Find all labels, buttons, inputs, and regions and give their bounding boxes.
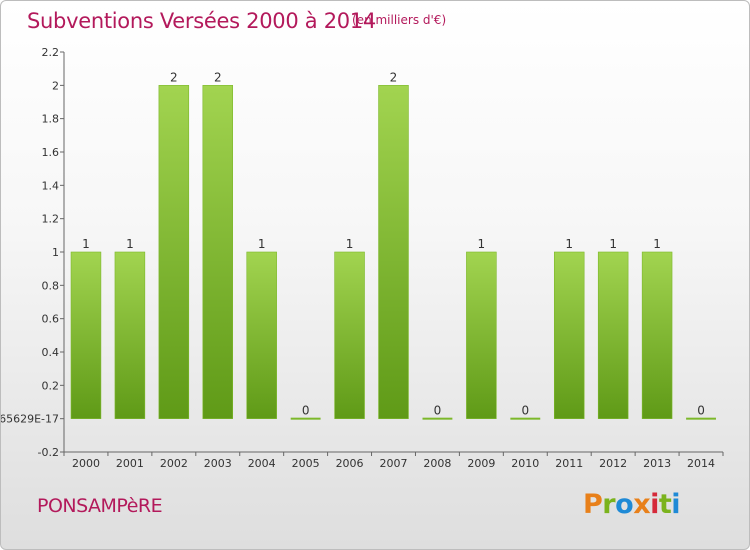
data-label: 2 — [214, 70, 222, 84]
data-labels: 1 1 2 2 1 0 1 2 0 1 0 1 1 1 0 — [82, 70, 705, 417]
bar-series — [70, 85, 716, 420]
y-tick-label: 2 — [52, 79, 59, 92]
bar — [114, 251, 146, 419]
commune-name: PONSAMPèRE — [37, 495, 163, 517]
bar — [466, 251, 497, 419]
x-tick-label: 2009 — [467, 457, 495, 470]
units-label: (en milliers d'€) — [352, 13, 447, 27]
data-label: 2 — [390, 70, 398, 84]
x-tick-label: 2001 — [116, 457, 144, 470]
y-tick-label: 0.8 — [42, 279, 60, 292]
x-tick-label: 2013 — [643, 457, 671, 470]
x-tick-label: 2010 — [511, 457, 539, 470]
x-tick-label: 2006 — [336, 457, 364, 470]
y-tick-label: 2.2 — [42, 46, 60, 59]
y-tick-label: 1.4 — [42, 179, 60, 192]
x-tick-label: 2012 — [599, 457, 627, 470]
bar — [553, 251, 585, 419]
x-tick-label: 2011 — [555, 457, 583, 470]
x-tick-label: 2005 — [292, 457, 320, 470]
y-tick-label: 1 — [52, 246, 59, 259]
logo-letter: r — [602, 489, 616, 520]
y-tick-label: -0.2 — [38, 446, 59, 459]
bar — [510, 417, 541, 420]
x-tick-label: 2003 — [204, 457, 232, 470]
bar — [70, 251, 102, 419]
bar — [334, 251, 365, 419]
logo-letter: o — [615, 489, 634, 520]
data-label: 1 — [82, 237, 90, 251]
chart-axes: -0.2 -1.5265629E-17 0.2 0.4 0.6 0.8 1 1.2 1.4 1.6… — [1, 46, 724, 470]
data-label: 1 — [346, 237, 354, 251]
bar — [290, 417, 321, 420]
y-tick-label: 0.6 — [42, 313, 60, 326]
data-label: 1 — [478, 237, 486, 251]
x-tick-label: 2002 — [160, 457, 188, 470]
y-tick-label: 0.2 — [42, 379, 60, 392]
bar — [641, 251, 673, 419]
x-tick-label: 2007 — [380, 457, 408, 470]
data-label: 0 — [434, 404, 442, 418]
data-label: 0 — [697, 404, 705, 418]
chart-title: Subventions Versées 2000 à 2014 — [27, 9, 376, 33]
y-tick-label: 1.2 — [42, 213, 60, 226]
y-tick-label: 0.4 — [42, 346, 60, 359]
logo-letter: P — [583, 489, 603, 520]
logo-letter: i — [650, 489, 659, 520]
bar — [158, 85, 190, 419]
x-tick-label: 2014 — [687, 457, 715, 470]
x-tick-label: 2008 — [423, 457, 451, 470]
data-label: 1 — [565, 237, 573, 251]
bar — [597, 251, 629, 419]
x-tick-label: 2004 — [248, 457, 276, 470]
bar — [378, 85, 409, 419]
bar — [686, 417, 716, 420]
y-tick-label: -1.5265629E-17 — [1, 413, 59, 426]
logo-letter: x — [633, 489, 651, 520]
data-label: 1 — [653, 237, 661, 251]
bar — [246, 251, 277, 419]
y-tick-label: 1.8 — [42, 113, 60, 126]
data-label: 1 — [609, 237, 617, 251]
data-label: 0 — [302, 404, 310, 418]
x-tick-label: 2000 — [72, 457, 100, 470]
bar — [422, 417, 453, 420]
data-label: 2 — [170, 70, 178, 84]
proxiti-logo[interactable]: Proxiti — [583, 489, 681, 520]
data-label: 1 — [126, 237, 134, 251]
bar — [202, 85, 234, 419]
data-label: 1 — [258, 237, 266, 251]
data-label: 0 — [521, 404, 529, 418]
logo-letter: i — [671, 489, 681, 520]
logo-letter: t — [658, 489, 672, 520]
y-tick-label: 1.6 — [42, 146, 60, 159]
